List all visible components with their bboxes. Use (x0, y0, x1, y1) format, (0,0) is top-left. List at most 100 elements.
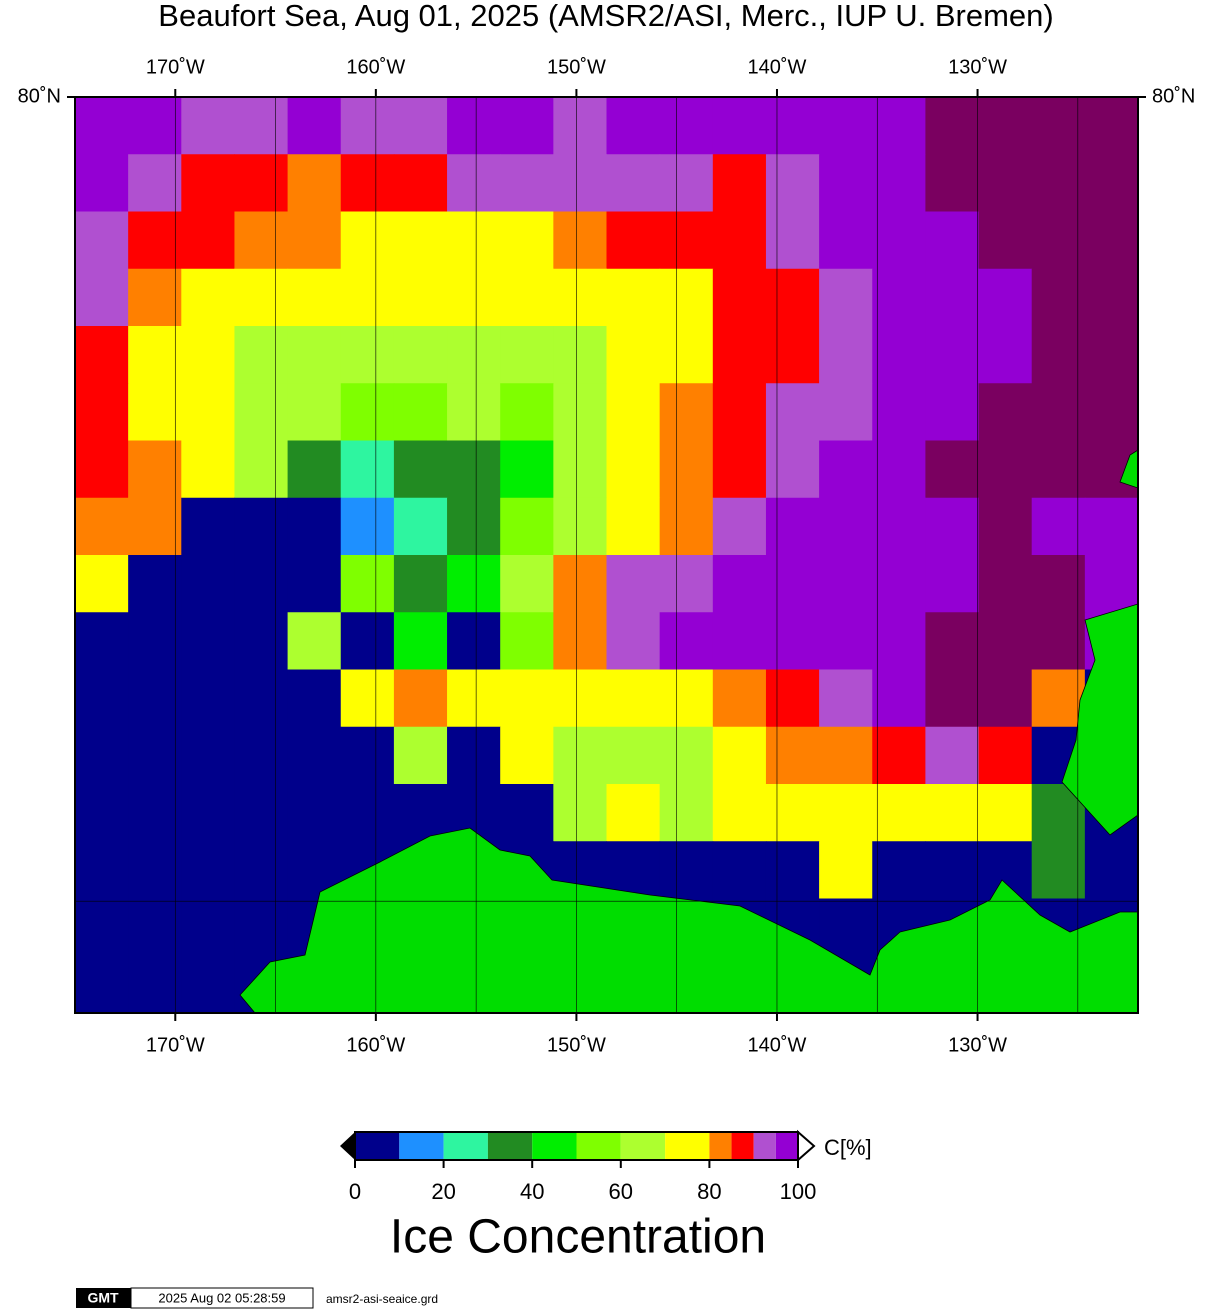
ice-cell (500, 326, 554, 384)
ice-cell (712, 669, 767, 728)
ice-cell (75, 497, 129, 556)
ice-cell (1084, 383, 1138, 441)
ice-cell (872, 268, 926, 327)
y-tick-label-right: 80˚N (1152, 85, 1195, 107)
ice-cell (553, 440, 607, 499)
ice-cell (659, 211, 714, 270)
ice-cell (75, 97, 129, 155)
ice-cell (287, 784, 342, 842)
ice-cell (340, 97, 395, 155)
ice-cell (181, 784, 235, 842)
ice-cell (978, 326, 1033, 384)
ice-cell (500, 383, 554, 441)
colorbar-tick-label: 0 (349, 1179, 361, 1204)
ice-cell (287, 669, 342, 728)
ice-cell (75, 211, 129, 270)
colorbar-unit: C[%] (824, 1135, 872, 1160)
ice-cell (447, 154, 501, 212)
ice-cell (819, 97, 873, 155)
ice-cell (978, 497, 1033, 556)
ice-cell (712, 326, 767, 384)
ice-cell (287, 440, 342, 499)
ice-cell (659, 383, 714, 441)
gmt-logo-text: GMT (87, 1290, 119, 1306)
ice-cell (181, 154, 235, 212)
ice-cell (393, 669, 448, 728)
ice-cell (393, 555, 448, 613)
ice-cell (287, 726, 342, 785)
ice-cell (765, 555, 820, 613)
ice-cell (659, 326, 714, 384)
ice-cell (128, 211, 182, 270)
ice-cell (712, 440, 767, 499)
ice-cell (819, 784, 873, 842)
ice-cell (819, 555, 873, 613)
ice-cell (978, 612, 1033, 670)
ice-cell (287, 383, 342, 441)
ice-cell (234, 440, 289, 499)
ice-cell (447, 211, 501, 270)
ice-cell (340, 612, 395, 670)
ice-cell (393, 440, 448, 499)
ice-cell (712, 612, 767, 670)
x-tick-label-top: 170˚W (146, 56, 205, 78)
ice-cell (234, 497, 289, 556)
timestamp: 2025 Aug 02 05:28:59 (158, 1290, 285, 1305)
ice-cell (287, 326, 342, 384)
ice-cell (181, 326, 235, 384)
colorbar-frame (354, 1131, 799, 1161)
ice-cell (181, 955, 235, 1013)
land-alaska (239, 827, 1138, 1013)
ice-cell (181, 898, 235, 957)
ice-cell (181, 440, 235, 499)
ice-cell (128, 669, 182, 728)
ice-cell (712, 97, 767, 155)
ice-cell (234, 555, 289, 613)
ice-cell (234, 383, 289, 441)
ice-cell (606, 669, 661, 728)
ice-cell (340, 784, 395, 842)
ice-cell (606, 211, 661, 270)
ice-cell (234, 268, 289, 327)
ice-cell (819, 726, 873, 785)
ice-cell (978, 440, 1033, 499)
colorbar-tick-label: 80 (697, 1179, 721, 1204)
ice-cell (925, 154, 980, 212)
ice-cell (75, 154, 129, 212)
ice-cell (447, 669, 501, 728)
ice-cell (978, 268, 1033, 327)
map-title: Beaufort Sea, Aug 01, 2025 (AMSR2/ASI, M… (158, 0, 1053, 33)
ice-cell (181, 383, 235, 441)
ice-cell (765, 268, 820, 327)
x-tick-label-top: 160˚W (346, 56, 405, 78)
ice-cell (712, 726, 767, 785)
colorbar-bin (576, 1132, 621, 1160)
ice-cell (712, 497, 767, 556)
ice-cell (606, 440, 661, 499)
ice-cell (1031, 841, 1086, 899)
ice-cell (606, 268, 661, 327)
ice-cell (765, 669, 820, 728)
ice-cell (75, 383, 129, 441)
ice-cell (978, 97, 1033, 155)
ice-cell (447, 726, 501, 785)
ice-cell (75, 555, 129, 613)
ice-cell (287, 497, 342, 556)
ice-cell (500, 784, 554, 842)
ice-cell (287, 268, 342, 327)
ice-cell (128, 497, 182, 556)
ice-cell (340, 726, 395, 785)
grid-file: amsr2-asi-seaice.grd (326, 1292, 438, 1306)
colorbar-bin (399, 1132, 444, 1160)
land-island (1119, 449, 1138, 489)
ice-cell (553, 326, 607, 384)
ice-cell (925, 726, 980, 785)
colorbar-bin (753, 1132, 776, 1160)
ice-cell (393, 383, 448, 441)
ice-cell (181, 497, 235, 556)
ice-cell (181, 841, 235, 899)
ice-cell (1084, 154, 1138, 212)
ice-cell (978, 383, 1033, 441)
ice-cell (659, 97, 714, 155)
ice-cell (75, 955, 129, 1013)
